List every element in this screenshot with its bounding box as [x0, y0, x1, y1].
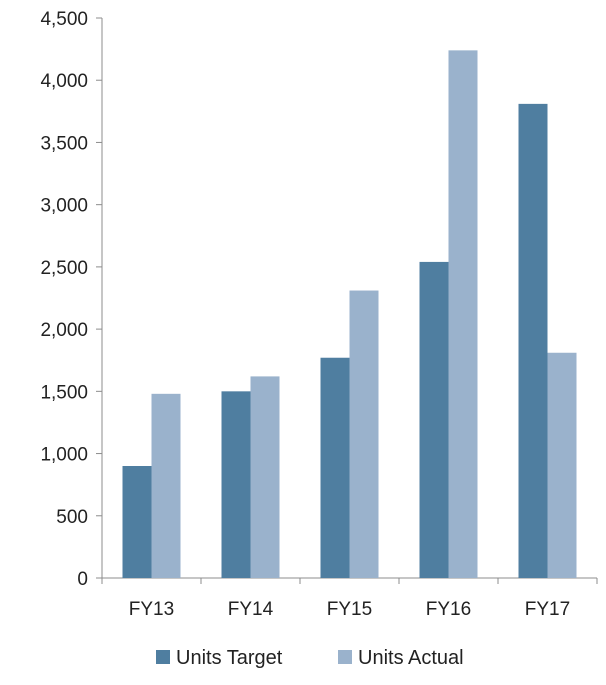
y-tick-label: 1,500 [40, 382, 88, 403]
bar-units-actual-fy15 [349, 290, 379, 578]
bar-units-actual-fy17 [547, 352, 577, 578]
y-tick-label: 3,000 [40, 196, 88, 217]
y-tick-label: 2,500 [40, 258, 88, 279]
x-tick-label: FY13 [129, 599, 174, 620]
bar-units-target-fy16 [419, 261, 449, 578]
y-tick-label: 1,000 [40, 445, 88, 466]
y-tick-label: 500 [56, 507, 88, 528]
x-tick-label: FY15 [327, 599, 372, 620]
bar-units-target-fy13 [122, 466, 152, 578]
axes: 0 500 1,000 1,500 2,000 2,500 3,000 3,500 4,000 4… [40, 9, 598, 620]
bar-units-target-fy17 [518, 103, 548, 578]
y-tick-label: 2,000 [40, 320, 88, 341]
bar-units-target-fy14 [221, 391, 251, 578]
y-tick-label: 3,500 [40, 133, 88, 154]
y-tick-label: 4,000 [40, 71, 88, 92]
legend-swatch [156, 650, 170, 664]
bar-units-target-fy15 [320, 357, 350, 578]
bars [122, 50, 577, 579]
bar-units-actual-fy16 [448, 50, 478, 579]
legend-label: Units Actual [358, 647, 464, 669]
legend-label: Units Target [176, 647, 283, 669]
legend-swatch [338, 650, 352, 664]
bar-units-actual-fy14 [250, 376, 280, 578]
y-tick-label: 0 [77, 569, 88, 590]
y-tick-label: 4,500 [40, 9, 88, 30]
x-tick-label: FY17 [525, 599, 570, 620]
x-tick-label: FY14 [228, 599, 274, 620]
x-tick-label: FY16 [426, 599, 471, 620]
bar-units-actual-fy13 [151, 393, 181, 578]
legend: Units Target Units Actual [156, 647, 464, 669]
